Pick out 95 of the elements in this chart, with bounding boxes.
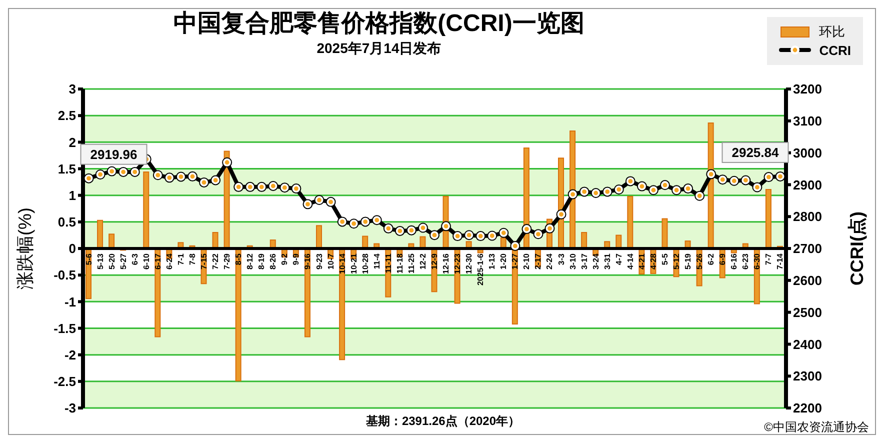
x-tick-label: 6-16 xyxy=(730,252,739,270)
y2-tick-label: 2300 xyxy=(793,368,822,384)
y2-tick-label: 2800 xyxy=(793,209,822,224)
x-tick-label: 2025-1-6 xyxy=(476,252,486,286)
x-tick-label: 4-7 xyxy=(614,252,624,266)
y-axis-title: 涨跌幅(%) xyxy=(15,208,35,290)
x-tick-label: 6-2 xyxy=(706,252,716,266)
x-tick-label: 11-25 xyxy=(406,252,416,274)
x-tick-label: 11-18 xyxy=(395,252,404,274)
y-tick-label: -1.5 xyxy=(54,320,76,336)
x-tick-label: 7-14 xyxy=(776,252,785,270)
x-tick-label: 7-7 xyxy=(764,252,774,266)
x-tick-label: 9-23 xyxy=(314,252,324,270)
x-tick-label: 5-6 xyxy=(84,252,94,266)
x-tick-label: 4-14 xyxy=(626,252,635,270)
x-tick-label: 10-7 xyxy=(326,252,336,270)
x-tick-label: 9-2 xyxy=(280,252,290,266)
y2-tick-label: 2500 xyxy=(793,304,822,320)
x-tick-label: 2-10 xyxy=(522,252,532,270)
y2-tick-label: 2900 xyxy=(793,177,822,192)
x-tick-label: 8-26 xyxy=(268,252,278,270)
x-tick-label: 1-27 xyxy=(510,252,520,270)
x-tick-label: 8-19 xyxy=(257,252,266,270)
x-tick-label: 12-9 xyxy=(430,252,439,270)
y2-tick-label: 2600 xyxy=(793,273,822,288)
x-tick-label: 6-9 xyxy=(718,252,728,266)
y-tick-label: 0.5 xyxy=(58,214,76,230)
x-tick-label: 7-1 xyxy=(176,252,186,266)
x-tick-label: 10-14 xyxy=(338,252,347,274)
x-tick-label: 2-24 xyxy=(545,252,554,270)
x-tick-label: 5-20 xyxy=(107,252,116,270)
x-tick-label: 10-28 xyxy=(360,252,370,274)
y2-axis-title: CCRI(点) xyxy=(847,212,867,286)
legend-label: CCRI xyxy=(819,42,851,58)
x-tick-label: 12-16 xyxy=(442,252,451,274)
x-tick-label: 11-4 xyxy=(372,252,382,270)
x-tick-label: 9-9 xyxy=(292,252,301,266)
y-tick-label: 3 xyxy=(68,82,76,97)
y2-tick-label: 2200 xyxy=(793,400,822,416)
y2-tick-label: 2700 xyxy=(793,241,822,256)
x-tick-label: 1-20 xyxy=(499,252,508,270)
x-tick-label: 9-16 xyxy=(303,252,312,270)
x-tick-label: 8-5 xyxy=(234,252,244,266)
y-tick-label: 0 xyxy=(68,241,76,256)
y-tick-label: 1 xyxy=(68,188,76,203)
x-tick-label: 7-8 xyxy=(188,252,197,266)
x-tick-label: 12-30 xyxy=(464,252,474,274)
x-tick-label: 6-3 xyxy=(130,252,140,266)
text: ©中国农资流通协会 xyxy=(764,419,869,436)
y2-tick-label: 3200 xyxy=(793,82,822,97)
x-tick-label: 4-21 xyxy=(637,252,646,270)
chart-title: 中国复合肥零售价格指数(CCRI)一览图 xyxy=(172,9,586,39)
y-tick-label: -0.5 xyxy=(54,268,76,283)
x-tick-label: 5-13 xyxy=(96,252,105,270)
chart-subtitle: 2025年7月14日发布 xyxy=(316,39,442,57)
x-tick-label: 3-31 xyxy=(602,252,612,270)
x-tick-label: 3-3 xyxy=(556,252,566,266)
x-tick-label: 1-13 xyxy=(488,252,497,270)
y2-tick-label: 3000 xyxy=(793,145,822,160)
x-tick-label: 12-2 xyxy=(418,252,428,270)
x-tick-label: 6-23 xyxy=(741,252,750,270)
x-tick-label: 5-5 xyxy=(660,252,670,266)
x-tick-label: 3-24 xyxy=(591,252,600,270)
y2-tick-label: 3100 xyxy=(793,114,822,129)
x-tick-label: 2-17 xyxy=(534,252,543,270)
x-tick-label: 10-21 xyxy=(349,252,358,274)
data-label: 2919.96 xyxy=(90,146,138,162)
x-tick-label: 7-29 xyxy=(222,252,232,270)
x-tick-label: 7-22 xyxy=(211,252,220,270)
legend-label: 环比 xyxy=(819,23,846,41)
x-tick-label: 12-23 xyxy=(453,252,462,274)
x-tick-label: 6-24 xyxy=(164,252,174,270)
y-tick-label: 2.5 xyxy=(58,108,76,124)
data-label: 2925.84 xyxy=(732,144,780,160)
x-tick-label: 5-27 xyxy=(118,252,128,270)
x-tick-label: 6-17 xyxy=(153,252,162,270)
text: 基期：2391.26点（2020年） xyxy=(366,414,520,428)
x-tick-label: 3-17 xyxy=(580,252,589,270)
y-tick-label: 2 xyxy=(68,134,76,150)
y2-tick-label: 2400 xyxy=(793,336,822,352)
y-tick-label: -2.5 xyxy=(54,374,76,390)
x-tick-label: 11-11 xyxy=(384,252,393,274)
x-tick-label: 7-15 xyxy=(200,252,209,270)
x-tick-label: 6-10 xyxy=(142,252,151,270)
x-tick-label: 8-12 xyxy=(246,252,255,270)
x-tick-label: 5-12 xyxy=(672,252,682,270)
x-tick-label: 5-26 xyxy=(695,252,704,270)
y-tick-label: -2 xyxy=(64,347,76,362)
y-tick-label: 1.5 xyxy=(58,161,76,176)
x-tick-label: 6-30 xyxy=(752,252,762,270)
x-tick-label: 4-28 xyxy=(648,252,658,270)
x-tick-label: 5-19 xyxy=(684,252,693,270)
x-tick-label: 3-10 xyxy=(568,252,578,270)
y-tick-label: -3 xyxy=(64,400,76,416)
y-tick-label: -1 xyxy=(64,294,76,310)
